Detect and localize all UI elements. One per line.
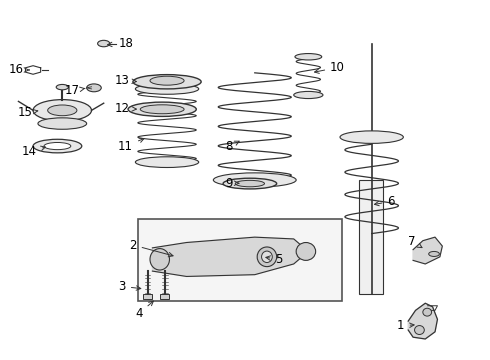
Text: 9: 9 xyxy=(226,177,239,190)
Ellipse shape xyxy=(257,247,277,267)
Text: 17: 17 xyxy=(65,84,85,97)
Ellipse shape xyxy=(235,180,265,187)
Ellipse shape xyxy=(296,243,316,260)
Text: 14: 14 xyxy=(22,145,46,158)
Ellipse shape xyxy=(415,325,424,334)
Bar xyxy=(160,294,170,299)
Text: 16: 16 xyxy=(8,63,29,76)
Text: 3: 3 xyxy=(119,280,141,293)
Ellipse shape xyxy=(128,102,196,116)
Ellipse shape xyxy=(33,100,92,121)
Polygon shape xyxy=(408,303,438,339)
Text: 2: 2 xyxy=(129,239,173,257)
Ellipse shape xyxy=(48,105,77,116)
Text: 6: 6 xyxy=(374,195,395,208)
Text: 13: 13 xyxy=(115,74,136,87)
Bar xyxy=(360,180,383,294)
Text: 5: 5 xyxy=(266,253,283,266)
Text: 1: 1 xyxy=(397,319,414,332)
Ellipse shape xyxy=(340,131,403,143)
Ellipse shape xyxy=(133,75,201,89)
Polygon shape xyxy=(413,237,442,264)
Ellipse shape xyxy=(87,84,101,92)
FancyBboxPatch shape xyxy=(138,219,343,301)
Text: 11: 11 xyxy=(118,138,144,153)
Ellipse shape xyxy=(294,91,323,99)
Ellipse shape xyxy=(223,178,277,189)
Ellipse shape xyxy=(429,251,440,256)
Bar xyxy=(143,294,152,299)
Ellipse shape xyxy=(135,84,199,94)
Polygon shape xyxy=(152,237,308,276)
Ellipse shape xyxy=(135,157,199,167)
Ellipse shape xyxy=(56,85,69,90)
Ellipse shape xyxy=(38,118,87,129)
Ellipse shape xyxy=(33,139,82,153)
Text: 18: 18 xyxy=(108,37,133,50)
Ellipse shape xyxy=(423,308,432,316)
Ellipse shape xyxy=(44,143,71,150)
Ellipse shape xyxy=(140,105,184,114)
Ellipse shape xyxy=(98,40,110,47)
Ellipse shape xyxy=(213,173,296,187)
Ellipse shape xyxy=(295,54,322,60)
Text: 12: 12 xyxy=(115,102,136,115)
Text: 7: 7 xyxy=(408,235,422,248)
Text: 15: 15 xyxy=(17,106,38,120)
Text: 4: 4 xyxy=(136,301,153,320)
Ellipse shape xyxy=(262,251,272,262)
Ellipse shape xyxy=(150,76,184,85)
Text: 10: 10 xyxy=(315,61,345,74)
Ellipse shape xyxy=(150,249,170,270)
Text: 8: 8 xyxy=(226,140,239,153)
